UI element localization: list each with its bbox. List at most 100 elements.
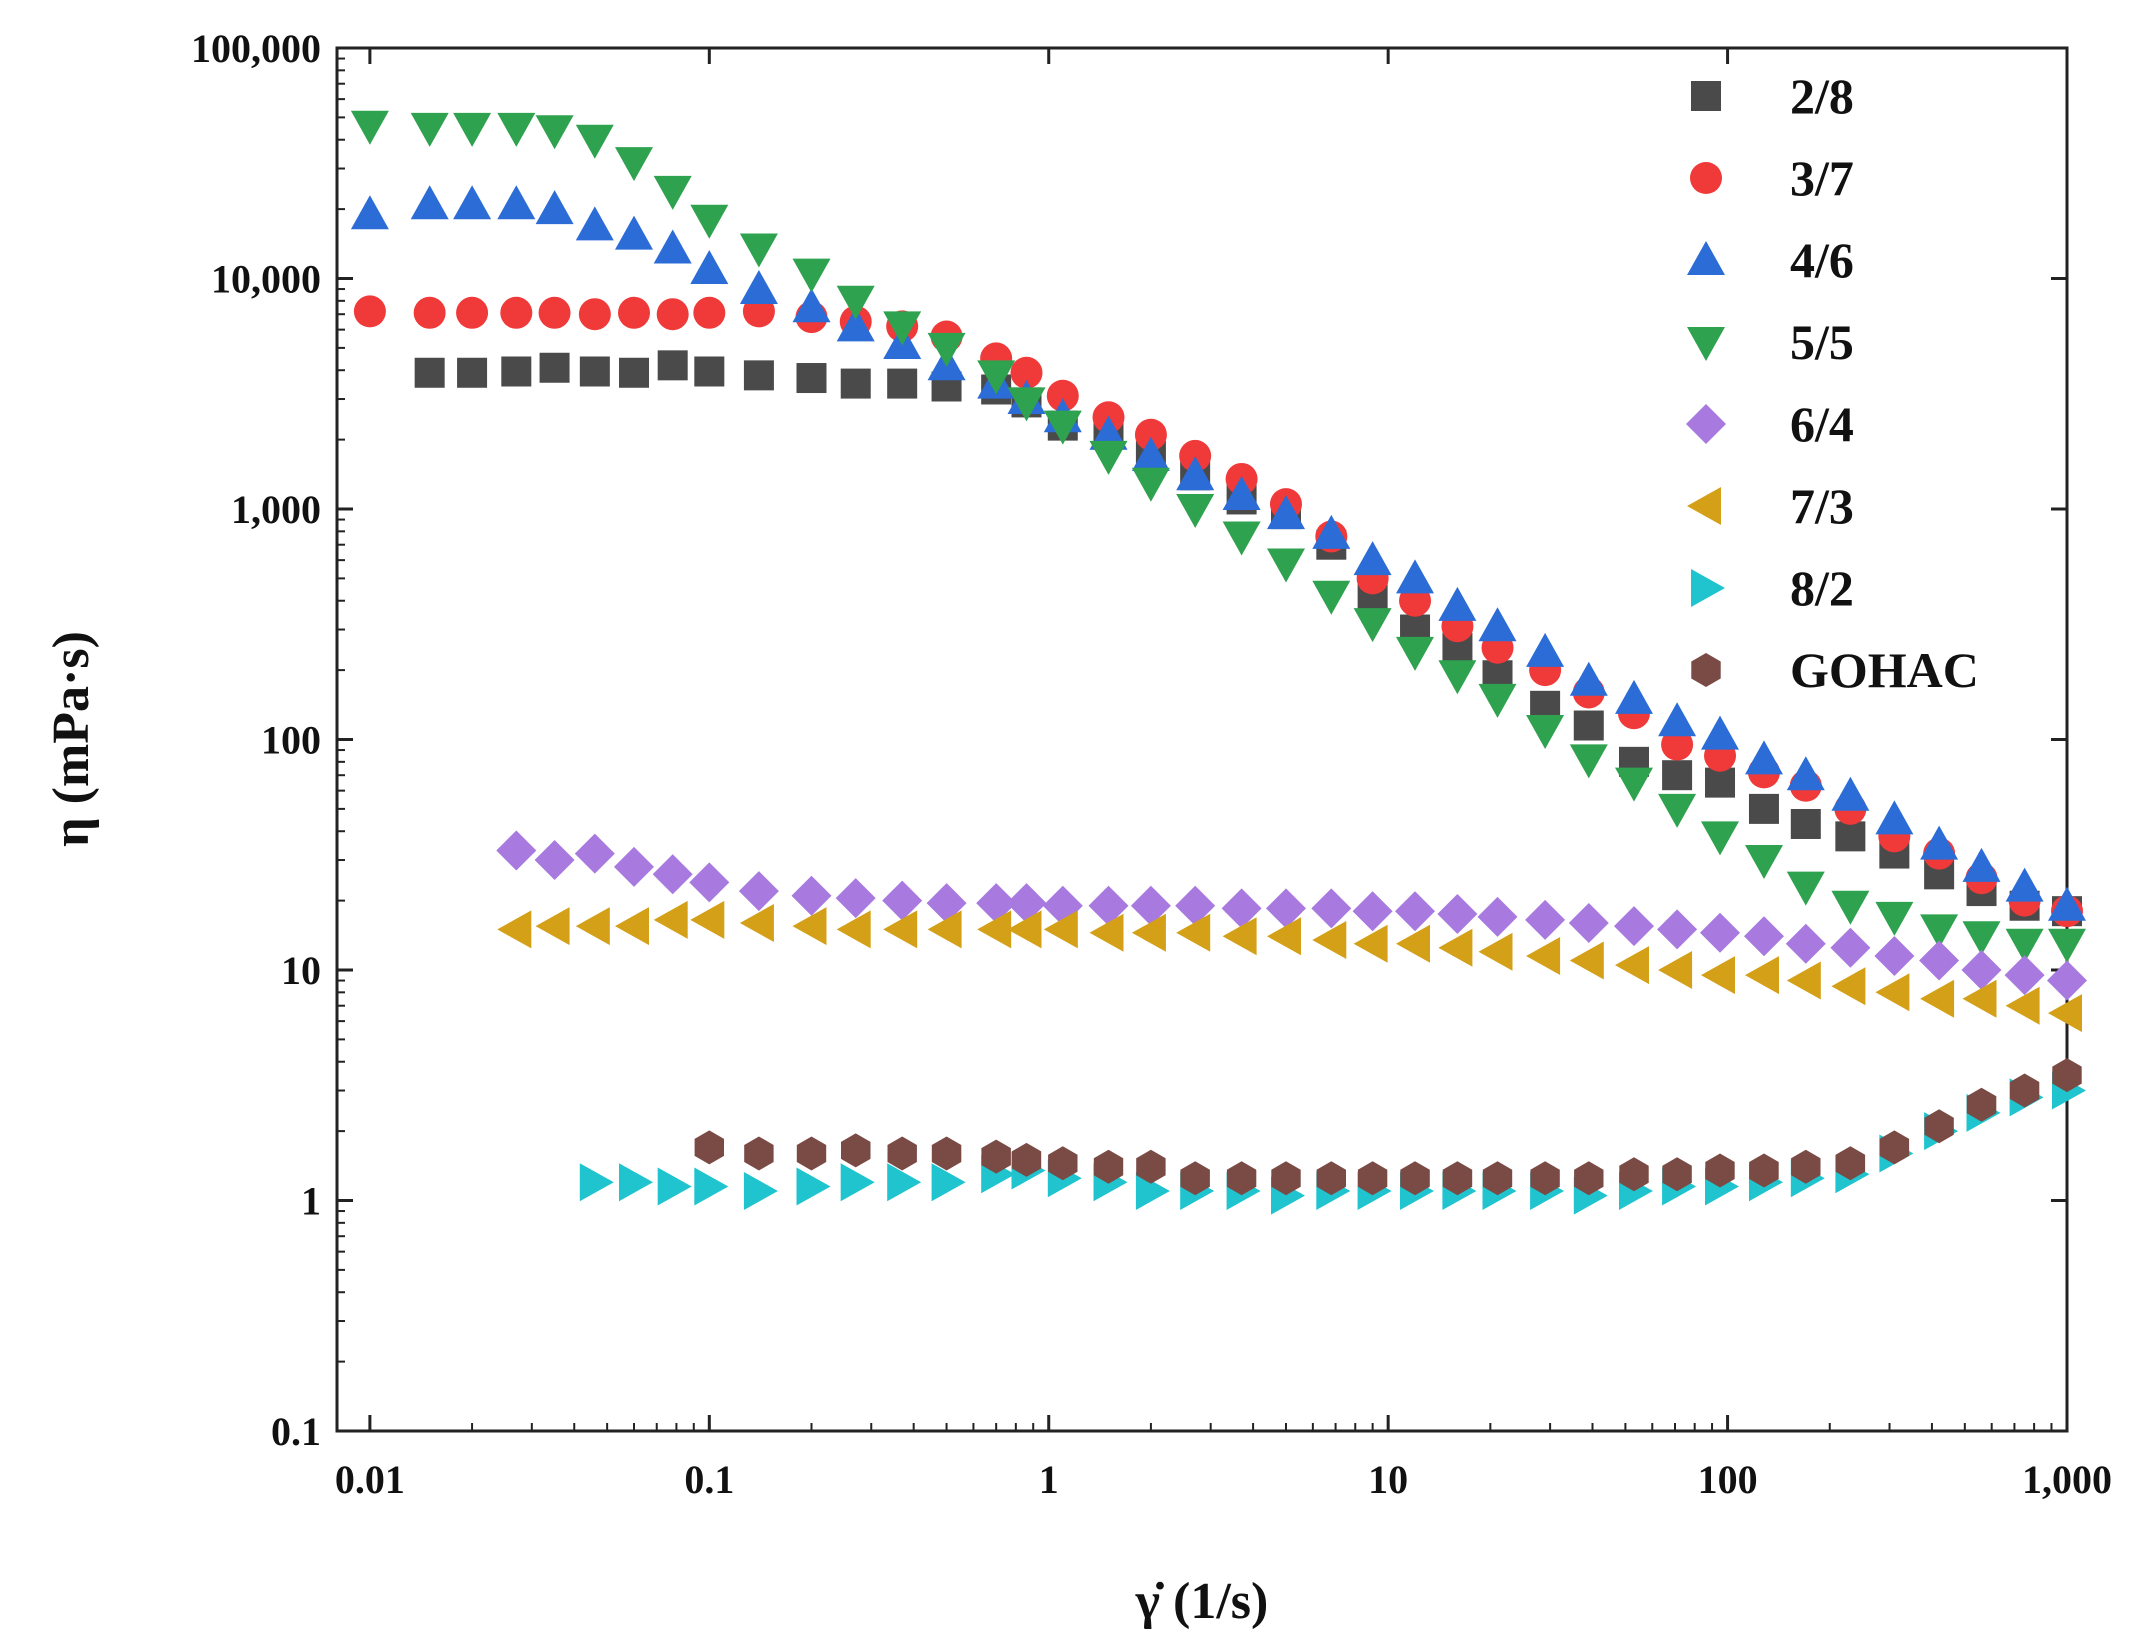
data-point bbox=[1658, 702, 1697, 737]
data-point bbox=[1573, 710, 1604, 741]
data-point bbox=[1745, 956, 1779, 995]
data-point bbox=[1749, 1153, 1779, 1188]
data-point bbox=[882, 880, 923, 921]
data-point bbox=[497, 112, 536, 147]
data-point bbox=[1131, 436, 1170, 471]
data-point bbox=[1267, 495, 1305, 530]
series-5 bbox=[497, 900, 2082, 1033]
data-point bbox=[538, 296, 571, 329]
data-point bbox=[1831, 776, 1870, 811]
data-point bbox=[1267, 548, 1305, 583]
data-point bbox=[1962, 979, 1997, 1018]
data-point bbox=[1353, 541, 1392, 576]
data-point bbox=[1875, 901, 1914, 936]
data-point bbox=[353, 295, 386, 328]
data-point bbox=[1438, 660, 1477, 695]
data-point bbox=[1705, 767, 1736, 798]
data-point bbox=[1043, 410, 1082, 445]
x-axis-ticks: 0.01 0.1 1 10 100 1,000 bbox=[335, 48, 2112, 1502]
data-point bbox=[1745, 845, 1783, 879]
series-3 bbox=[350, 110, 2086, 963]
data-point bbox=[1786, 756, 1825, 791]
data-point bbox=[1048, 1146, 1078, 1181]
data-point bbox=[619, 1163, 653, 1202]
data-point bbox=[1961, 950, 2002, 990]
y-tick-label: 10,000 bbox=[211, 257, 321, 302]
data-point bbox=[534, 840, 575, 880]
data-point bbox=[1662, 760, 1693, 791]
data-point bbox=[1791, 1149, 1821, 1184]
data-point bbox=[656, 298, 689, 331]
data-point bbox=[1530, 1161, 1560, 1196]
data-point bbox=[453, 112, 492, 147]
data-point bbox=[2009, 1073, 2040, 1108]
data-point bbox=[615, 215, 653, 250]
y-axis-title: η (mPa·s) bbox=[43, 631, 100, 847]
legend-label: 6/4 bbox=[1790, 396, 1854, 452]
data-point bbox=[1875, 973, 1910, 1012]
data-point bbox=[1879, 1130, 1910, 1165]
data-point bbox=[1966, 1087, 1997, 1122]
data-point bbox=[1615, 946, 1649, 985]
data-point bbox=[739, 904, 774, 942]
data-point bbox=[575, 907, 610, 946]
legend-label: 2/8 bbox=[1790, 68, 1854, 124]
data-point bbox=[456, 296, 489, 329]
data-point bbox=[496, 830, 537, 871]
legend-label: 5/5 bbox=[1790, 314, 1854, 370]
y-axis-ticks: 0.1 1 10 100 1,000 10,000 100,000 bbox=[191, 26, 2067, 1454]
data-point bbox=[653, 229, 692, 264]
data-point bbox=[694, 356, 725, 387]
data-point bbox=[652, 854, 693, 895]
data-point bbox=[1924, 1109, 1954, 1144]
data-point bbox=[1353, 924, 1388, 963]
data-point bbox=[2005, 867, 2044, 902]
data-point bbox=[689, 862, 730, 903]
data-point bbox=[1046, 379, 1079, 412]
data-point bbox=[1705, 1153, 1735, 1188]
y-tick-label: 0.1 bbox=[271, 1409, 321, 1454]
data-point bbox=[350, 195, 389, 230]
data-point bbox=[1400, 1161, 1430, 1196]
data-point bbox=[977, 910, 1012, 949]
data-point bbox=[1962, 847, 2001, 882]
data-point bbox=[1135, 1172, 1170, 1210]
data-point bbox=[792, 258, 831, 293]
data-point bbox=[1658, 793, 1697, 828]
data-point bbox=[1790, 808, 1821, 839]
data-point bbox=[887, 1163, 922, 1202]
data-point bbox=[694, 1130, 724, 1165]
data-point bbox=[1701, 956, 1735, 995]
data-point bbox=[2048, 886, 2086, 921]
data-point bbox=[1785, 923, 1826, 964]
data-point bbox=[1831, 967, 1866, 1006]
data-point bbox=[2004, 955, 2045, 996]
legend-marker bbox=[1687, 241, 1725, 275]
data-point bbox=[1226, 1161, 1257, 1196]
data-point bbox=[574, 833, 615, 874]
data-point bbox=[1089, 913, 1124, 952]
data-point bbox=[579, 1163, 614, 1202]
data-point bbox=[1352, 891, 1393, 932]
data-point bbox=[653, 900, 688, 939]
data-point bbox=[1442, 1161, 1473, 1196]
data-point bbox=[1312, 580, 1351, 615]
legend-marker bbox=[1686, 404, 1726, 444]
data-point bbox=[694, 1167, 729, 1206]
legend-label: 8/2 bbox=[1790, 560, 1854, 616]
data-point bbox=[1222, 917, 1257, 956]
legend-marker bbox=[1691, 569, 1725, 607]
data-point bbox=[887, 368, 918, 399]
data-point bbox=[657, 1167, 692, 1206]
data-point bbox=[410, 185, 449, 220]
data-point bbox=[836, 910, 871, 949]
data-point bbox=[1316, 1161, 1346, 1196]
data-point bbox=[619, 357, 650, 388]
data-point bbox=[1312, 921, 1347, 959]
data-point bbox=[792, 288, 831, 323]
data-point bbox=[1568, 903, 1609, 943]
data-point bbox=[1222, 521, 1261, 556]
legend-marker bbox=[1687, 327, 1725, 361]
data-point bbox=[743, 1172, 778, 1210]
